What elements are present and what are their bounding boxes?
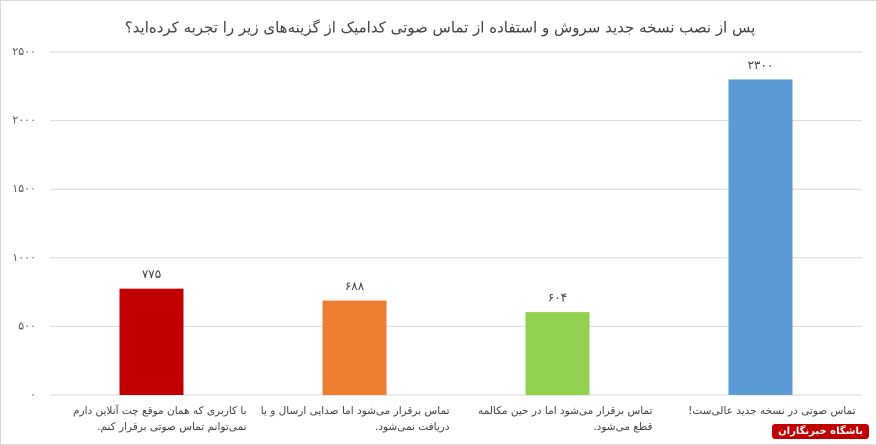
y-tick-label: ۲۰۰۰: [12, 114, 36, 127]
x-tick-label: تماس صوتی در نسخه جدید عالی‌ست!: [688, 405, 856, 417]
data-label: ۶۸۸: [345, 279, 365, 293]
data-label: ۲۳۰۰: [748, 58, 774, 72]
bar: [322, 300, 387, 395]
y-tick-label: ۱۰۰۰: [12, 251, 36, 264]
bar: [525, 312, 590, 395]
y-tick-label: ۲۵۰۰: [12, 45, 36, 58]
chart-title: پس از نصب نسخه جدید سروش و استفاده از تم…: [125, 19, 756, 38]
y-tick-label: ۰: [30, 388, 36, 401]
x-tick-label: با کاربری که همان موقع چت آنلاین دارم نم…: [73, 405, 247, 433]
x-tick-label: تماس برقرار می‌شود اما در حین مکالمه قطع…: [478, 405, 653, 433]
bar: [728, 79, 793, 395]
y-tick-label: ۵۰۰: [18, 319, 36, 332]
y-tick-label: ۱۵۰۰: [12, 182, 36, 195]
watermark: باشگاه خبرنگاران: [772, 424, 869, 439]
x-tick-label: تماس برقرار می‌شود اما صدایی ارسال و یا …: [260, 405, 450, 433]
data-label: ۶۰۴: [548, 291, 567, 305]
bar: [119, 288, 184, 395]
data-label: ۷۷۵: [142, 267, 161, 281]
